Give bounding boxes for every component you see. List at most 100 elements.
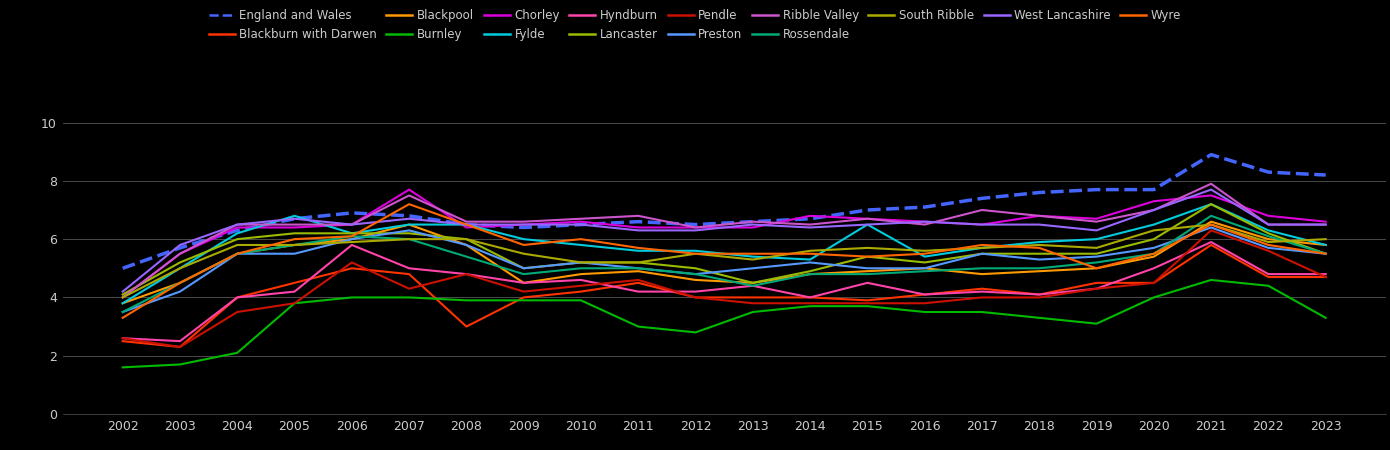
Hyndburn [286,289,303,294]
Chorley [1318,219,1334,225]
Lancaster [1088,251,1105,256]
Blackburn with Darwen [916,292,933,297]
Hyndburn [1031,292,1048,297]
England and Wales [459,222,475,227]
Chorley [459,225,475,230]
Fylde [573,242,589,248]
West Lancashire [687,228,703,233]
Chorley [802,213,819,219]
Line: South Ribble: South Ribble [122,225,1326,297]
Wyre [114,315,131,320]
Ribble Valley [802,222,819,227]
Lancaster [516,266,532,271]
Pendle [114,336,131,341]
Pendle [343,260,360,265]
Chorley [1145,198,1162,204]
Pendle [1202,228,1219,233]
Fylde [286,213,303,219]
Blackburn with Darwen [1318,274,1334,280]
Ribble Valley [459,219,475,225]
Pendle [229,309,246,315]
Blackburn with Darwen [973,286,990,292]
Fylde [687,248,703,253]
Ribble Valley [630,213,646,219]
Burnley [1202,277,1219,283]
Line: West Lancashire: West Lancashire [122,189,1326,292]
Chorley [573,219,589,225]
Preston [1031,257,1048,262]
Pendle [1145,280,1162,286]
South Ribble [229,242,246,248]
South Ribble [687,251,703,256]
Burnley [630,324,646,329]
Fylde [1318,242,1334,248]
Fylde [630,248,646,253]
South Ribble [802,248,819,253]
West Lancashire [343,222,360,227]
Line: Lancaster: Lancaster [122,204,1326,294]
Lancaster [1031,251,1048,256]
Wyre [1031,245,1048,251]
Wyre [1318,251,1334,256]
Fylde [229,230,246,236]
Wyre [1088,266,1105,271]
Hyndburn [973,289,990,294]
Burnley [459,297,475,303]
Ribble Valley [973,207,990,213]
Wyre [802,251,819,256]
Chorley [1202,193,1219,198]
West Lancashire [1318,222,1334,227]
Preston [859,266,876,271]
Line: Chorley: Chorley [122,189,1326,297]
Ribble Valley [1318,222,1334,227]
Wyre [171,280,188,286]
Line: Rossendale: Rossendale [122,216,1326,312]
England and Wales [286,216,303,221]
Line: Wyre: Wyre [122,204,1326,318]
Wyre [516,242,532,248]
West Lancashire [1145,207,1162,213]
Blackburn with Darwen [229,295,246,300]
Chorley [229,225,246,230]
Rossendale [400,236,417,242]
Fylde [114,301,131,306]
Rossendale [343,234,360,239]
West Lancashire [1202,187,1219,192]
Lancaster [630,260,646,265]
Blackpool [1145,254,1162,259]
Wyre [343,234,360,239]
Chorley [1261,213,1277,219]
South Ribble [1318,236,1334,242]
Chorley [973,222,990,227]
Preston [973,251,990,256]
Chorley [745,225,762,230]
Wyre [630,245,646,251]
West Lancashire [973,222,990,227]
Fylde [343,230,360,236]
Pendle [973,295,990,300]
Blackpool [745,280,762,286]
England and Wales [343,210,360,216]
Line: Preston: Preston [122,228,1326,312]
Rossendale [229,251,246,256]
Line: Blackpool: Blackpool [122,222,1326,303]
Hyndburn [114,336,131,341]
Rossendale [459,254,475,259]
Chorley [286,225,303,230]
Chorley [171,251,188,256]
Preston [343,236,360,242]
Blackpool [229,251,246,256]
Preston [516,266,532,271]
Blackpool [1202,219,1219,225]
Ribble Valley [1031,213,1048,219]
Preston [459,242,475,248]
Line: England and Wales: England and Wales [122,155,1326,268]
Blackburn with Darwen [343,266,360,271]
South Ribble [973,245,990,251]
England and Wales [802,216,819,221]
Blackburn with Darwen [630,280,646,286]
Rossendale [286,242,303,248]
Blackpool [516,280,532,286]
South Ribble [1145,228,1162,233]
Lancaster [1261,230,1277,236]
